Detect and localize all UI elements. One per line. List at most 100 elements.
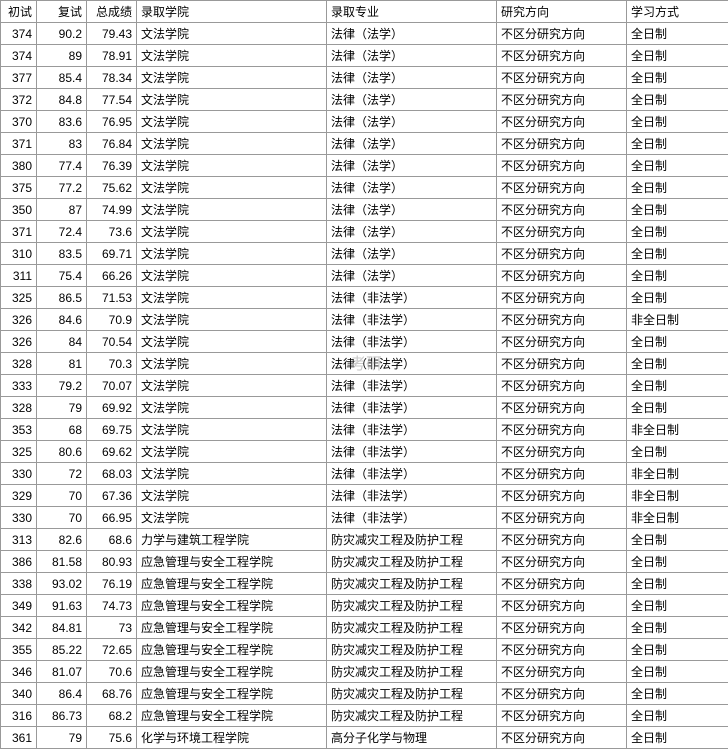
column-header: 录取学院 xyxy=(137,1,327,23)
table-cell: 不区分研究方向 xyxy=(497,551,627,573)
table-cell: 全日制 xyxy=(627,617,728,639)
table-cell: 全日制 xyxy=(627,331,728,353)
table-cell: 84.8 xyxy=(37,89,87,111)
table-cell: 66.95 xyxy=(87,507,137,529)
table-cell: 防灾减灾工程及防护工程 xyxy=(327,551,497,573)
table-cell: 380 xyxy=(1,155,37,177)
column-header: 录取专业 xyxy=(327,1,497,23)
table-cell: 法律（非法学） xyxy=(327,463,497,485)
table-cell: 75.62 xyxy=(87,177,137,199)
table-cell: 66.26 xyxy=(87,265,137,287)
table-cell: 法律（非法学） xyxy=(327,331,497,353)
table-cell: 70.07 xyxy=(87,375,137,397)
table-cell: 文法学院 xyxy=(137,221,327,243)
table-cell: 非全日制 xyxy=(627,309,728,331)
table-cell: 69.62 xyxy=(87,441,137,463)
table-cell: 377 xyxy=(1,67,37,89)
table-cell: 全日制 xyxy=(627,353,728,375)
table-cell: 不区分研究方向 xyxy=(497,573,627,595)
table-cell: 353 xyxy=(1,419,37,441)
column-header: 初试 xyxy=(1,1,37,23)
table-cell: 文法学院 xyxy=(137,243,327,265)
table-cell: 防灾减灾工程及防护工程 xyxy=(327,705,497,727)
table-cell: 全日制 xyxy=(627,397,728,419)
table-cell: 不区分研究方向 xyxy=(497,375,627,397)
table-cell: 87 xyxy=(37,199,87,221)
table-cell: 不区分研究方向 xyxy=(497,331,627,353)
table-cell: 325 xyxy=(1,441,37,463)
table-cell: 不区分研究方向 xyxy=(497,23,627,45)
table-cell: 文法学院 xyxy=(137,375,327,397)
table-cell: 文法学院 xyxy=(137,45,327,67)
table-cell: 文法学院 xyxy=(137,89,327,111)
table-cell: 不区分研究方向 xyxy=(497,353,627,375)
table-cell: 不区分研究方向 xyxy=(497,683,627,705)
table-cell: 文法学院 xyxy=(137,397,327,419)
table-cell: 85.22 xyxy=(37,639,87,661)
table-cell: 防灾减灾工程及防护工程 xyxy=(327,573,497,595)
table-cell: 79.43 xyxy=(87,23,137,45)
table-cell: 70.3 xyxy=(87,353,137,375)
table-cell: 79 xyxy=(37,397,87,419)
table-cell: 78.34 xyxy=(87,67,137,89)
table-cell: 311 xyxy=(1,265,37,287)
table-cell: 高分子化学与物理 xyxy=(327,727,497,749)
table-cell: 全日制 xyxy=(627,639,728,661)
table-cell: 不区分研究方向 xyxy=(497,419,627,441)
table-row: 34284.8173应急管理与安全工程学院防灾减灾工程及防护工程不区分研究方向全… xyxy=(1,617,728,639)
table-cell: 防灾减灾工程及防护工程 xyxy=(327,683,497,705)
table-cell: 文法学院 xyxy=(137,23,327,45)
table-cell: 68 xyxy=(37,419,87,441)
table-cell: 73 xyxy=(87,617,137,639)
table-cell: 应急管理与安全工程学院 xyxy=(137,705,327,727)
table-cell: 法律（法学） xyxy=(327,199,497,221)
table-cell: 法律（非法学） xyxy=(327,309,497,331)
table-cell: 不区分研究方向 xyxy=(497,155,627,177)
table-cell: 全日制 xyxy=(627,243,728,265)
table-cell: 力学与建筑工程学院 xyxy=(137,529,327,551)
table-cell: 74.99 xyxy=(87,199,137,221)
table-cell: 不区分研究方向 xyxy=(497,45,627,67)
table-cell: 法律（法学） xyxy=(327,89,497,111)
table-cell: 应急管理与安全工程学院 xyxy=(137,551,327,573)
table-cell: 313 xyxy=(1,529,37,551)
table-cell: 文法学院 xyxy=(137,441,327,463)
table-cell: 333 xyxy=(1,375,37,397)
table-cell: 69.71 xyxy=(87,243,137,265)
table-cell: 文法学院 xyxy=(137,309,327,331)
table-header-row: 初试复试总成绩录取学院录取专业研究方向学习方式 xyxy=(1,1,728,23)
table-cell: 不区分研究方向 xyxy=(497,111,627,133)
table-cell: 328 xyxy=(1,353,37,375)
table-row: 37785.478.34文法学院法律（法学）不区分研究方向全日制 xyxy=(1,67,728,89)
table-cell: 81 xyxy=(37,353,87,375)
table-cell: 79 xyxy=(37,727,87,749)
table-cell: 文法学院 xyxy=(137,419,327,441)
table-cell: 不区分研究方向 xyxy=(497,639,627,661)
table-cell: 全日制 xyxy=(627,441,728,463)
table-cell: 不区分研究方向 xyxy=(497,133,627,155)
table-cell: 防灾减灾工程及防护工程 xyxy=(327,595,497,617)
table-cell: 应急管理与安全工程学院 xyxy=(137,661,327,683)
table-cell: 84 xyxy=(37,331,87,353)
table-cell: 355 xyxy=(1,639,37,661)
table-cell: 全日制 xyxy=(627,111,728,133)
table-cell: 76.84 xyxy=(87,133,137,155)
table-cell: 328 xyxy=(1,397,37,419)
table-cell: 93.02 xyxy=(37,573,87,595)
table-cell: 应急管理与安全工程学院 xyxy=(137,595,327,617)
table-cell: 76.39 xyxy=(87,155,137,177)
table-cell: 70.54 xyxy=(87,331,137,353)
table-cell: 79.2 xyxy=(37,375,87,397)
table-cell: 化学与环境工程学院 xyxy=(137,727,327,749)
table-row: 33893.0276.19应急管理与安全工程学院防灾减灾工程及防护工程不区分研究… xyxy=(1,573,728,595)
table-row: 33379.270.07文法学院法律（非法学）不区分研究方向全日制 xyxy=(1,375,728,397)
table-cell: 法律（法学） xyxy=(327,133,497,155)
table-cell: 不区分研究方向 xyxy=(497,265,627,287)
table-cell: 68.2 xyxy=(87,705,137,727)
table-cell: 全日制 xyxy=(627,375,728,397)
table-cell: 310 xyxy=(1,243,37,265)
table-cell: 361 xyxy=(1,727,37,749)
table-cell: 375 xyxy=(1,177,37,199)
table-cell: 349 xyxy=(1,595,37,617)
table-cell: 不区分研究方向 xyxy=(497,221,627,243)
